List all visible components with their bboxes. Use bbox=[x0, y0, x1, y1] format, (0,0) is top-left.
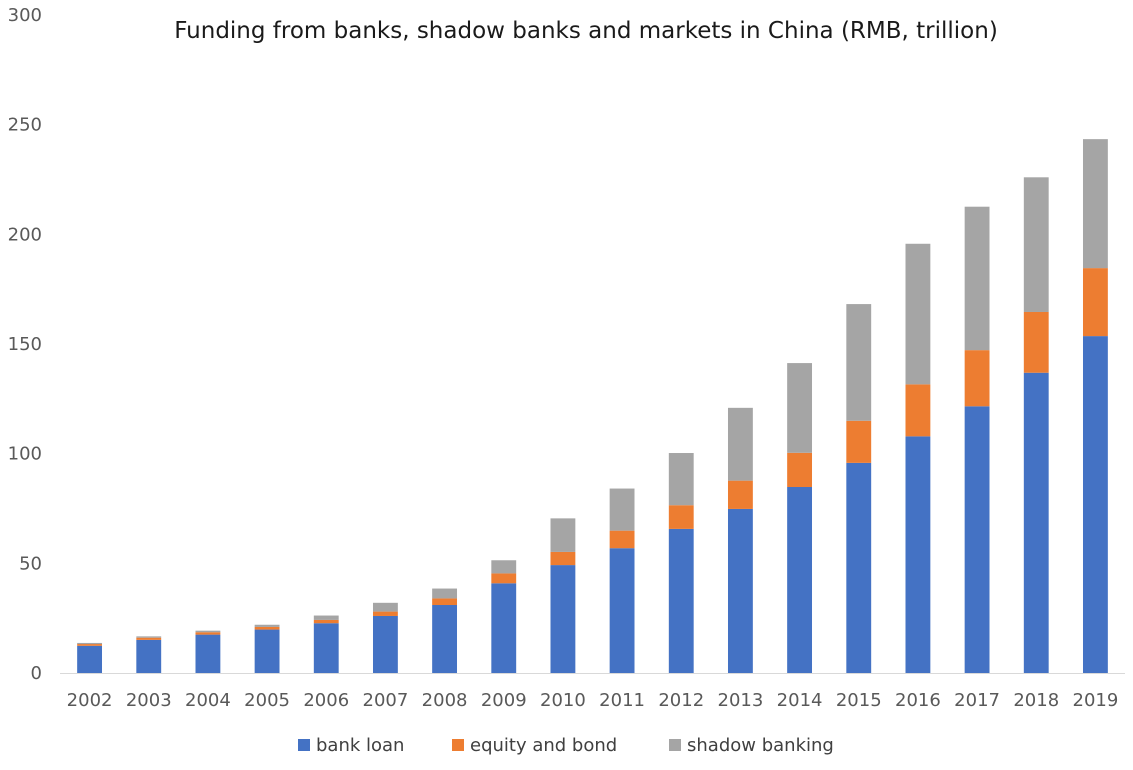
bar-bank-loan-2019 bbox=[1082, 336, 1108, 673]
y-tick-label: 200 bbox=[8, 224, 42, 245]
bar-shadow-banking-2011 bbox=[609, 488, 635, 531]
bar-equity-and-bond-2002 bbox=[77, 644, 103, 646]
bar-equity-and-bond-2017 bbox=[964, 350, 990, 407]
bar-equity-and-bond-2010 bbox=[550, 551, 576, 566]
bar-bank-loan-2017 bbox=[964, 406, 990, 673]
x-tick-label: 2003 bbox=[126, 690, 172, 711]
bar-bank-loan-2004 bbox=[195, 634, 221, 673]
y-tick-label: 50 bbox=[19, 553, 42, 574]
bar-equity-and-bond-2012 bbox=[668, 505, 694, 529]
bar-shadow-banking-2010 bbox=[550, 518, 576, 552]
bar-bank-loan-2012 bbox=[668, 528, 694, 673]
bar-equity-and-bond-2016 bbox=[905, 384, 931, 437]
bar-equity-and-bond-2007 bbox=[372, 611, 398, 616]
bar-equity-and-bond-2005 bbox=[254, 626, 280, 630]
x-tick-label: 2014 bbox=[777, 690, 823, 711]
bar-shadow-banking-2017 bbox=[964, 206, 990, 351]
bar-bank-loan-2010 bbox=[550, 565, 576, 673]
x-tick-label: 2019 bbox=[1073, 690, 1119, 711]
bars bbox=[77, 139, 1108, 673]
bar-shadow-banking-2003 bbox=[136, 636, 162, 638]
bar-shadow-banking-2019 bbox=[1082, 139, 1108, 269]
bar-bank-loan-2003 bbox=[136, 639, 162, 673]
x-tick-label: 2004 bbox=[185, 690, 231, 711]
bar-equity-and-bond-2019 bbox=[1082, 268, 1108, 337]
legend-label: equity and bond bbox=[470, 735, 617, 756]
bar-shadow-banking-2002 bbox=[77, 642, 103, 645]
y-tick-label: 250 bbox=[8, 115, 42, 136]
x-tick-label: 2012 bbox=[658, 690, 704, 711]
bar-equity-and-bond-2018 bbox=[1023, 311, 1049, 373]
bar-bank-loan-2009 bbox=[491, 583, 517, 673]
bar-equity-and-bond-2014 bbox=[787, 452, 813, 488]
bar-shadow-banking-2012 bbox=[668, 453, 694, 506]
bar-shadow-banking-2006 bbox=[313, 615, 339, 620]
bar-shadow-banking-2016 bbox=[905, 243, 931, 385]
bar-shadow-banking-2014 bbox=[787, 363, 813, 453]
y-tick-label: 300 bbox=[8, 5, 42, 26]
legend-swatch bbox=[452, 739, 464, 751]
bar-shadow-banking-2013 bbox=[727, 407, 753, 481]
bar-equity-and-bond-2015 bbox=[846, 420, 872, 463]
bar-bank-loan-2015 bbox=[846, 462, 872, 673]
bar-equity-and-bond-2008 bbox=[432, 598, 458, 606]
bar-equity-and-bond-2009 bbox=[491, 573, 517, 584]
y-tick-label: 0 bbox=[31, 663, 42, 684]
bar-bank-loan-2006 bbox=[313, 623, 339, 673]
bar-bank-loan-2007 bbox=[372, 615, 398, 673]
x-tick-label: 2009 bbox=[481, 690, 527, 711]
x-tick-label: 2015 bbox=[836, 690, 882, 711]
x-tick-label: 2010 bbox=[540, 690, 586, 711]
y-tick-label: 150 bbox=[8, 334, 42, 355]
bar-bank-loan-2016 bbox=[905, 436, 931, 673]
bar-equity-and-bond-2003 bbox=[136, 637, 162, 640]
x-tick-label: 2005 bbox=[244, 690, 290, 711]
bar-shadow-banking-2005 bbox=[254, 624, 280, 627]
bar-shadow-banking-2004 bbox=[195, 630, 221, 633]
bar-equity-and-bond-2004 bbox=[195, 632, 221, 635]
bar-shadow-banking-2008 bbox=[432, 588, 458, 599]
bar-bank-loan-2011 bbox=[609, 548, 635, 673]
bar-equity-and-bond-2011 bbox=[609, 530, 635, 549]
x-tick-label: 2008 bbox=[422, 690, 468, 711]
bar-shadow-banking-2015 bbox=[846, 304, 872, 421]
bar-equity-and-bond-2013 bbox=[727, 480, 753, 509]
bar-bank-loan-2008 bbox=[432, 605, 458, 673]
x-tick-label: 2018 bbox=[1013, 690, 1059, 711]
legend-label: bank loan bbox=[316, 735, 404, 756]
bar-shadow-banking-2007 bbox=[372, 602, 398, 612]
legend: bank loan equity and bond shadow banking bbox=[298, 735, 834, 756]
bar-bank-loan-2014 bbox=[787, 487, 813, 673]
y-axis-ticks: 0 50 100 150 200 250 300 bbox=[8, 5, 42, 684]
x-tick-label: 2002 bbox=[67, 690, 113, 711]
bar-bank-loan-2002 bbox=[77, 645, 103, 673]
x-tick-label: 2006 bbox=[303, 690, 349, 711]
bar-bank-loan-2005 bbox=[254, 629, 280, 673]
chart-title: Funding from banks, shadow banks and mar… bbox=[174, 18, 998, 44]
x-tick-label: 2017 bbox=[954, 690, 1000, 711]
legend-label: shadow banking bbox=[687, 735, 834, 756]
x-axis-ticks: 2002 2003 2004 2005 2006 2007 2008 2009 2010 2011… bbox=[67, 690, 1119, 711]
x-tick-label: 2011 bbox=[599, 690, 645, 711]
bar-shadow-banking-2009 bbox=[491, 560, 517, 574]
legend-swatch bbox=[669, 739, 681, 751]
bar-bank-loan-2018 bbox=[1023, 372, 1049, 673]
x-tick-label: 2016 bbox=[895, 690, 941, 711]
bar-shadow-banking-2018 bbox=[1023, 177, 1049, 312]
y-tick-label: 100 bbox=[8, 444, 42, 465]
bar-equity-and-bond-2006 bbox=[313, 619, 339, 624]
legend-swatch bbox=[298, 739, 310, 751]
x-tick-label: 2007 bbox=[363, 690, 409, 711]
bar-bank-loan-2013 bbox=[727, 508, 753, 673]
x-tick-label: 2013 bbox=[718, 690, 764, 711]
